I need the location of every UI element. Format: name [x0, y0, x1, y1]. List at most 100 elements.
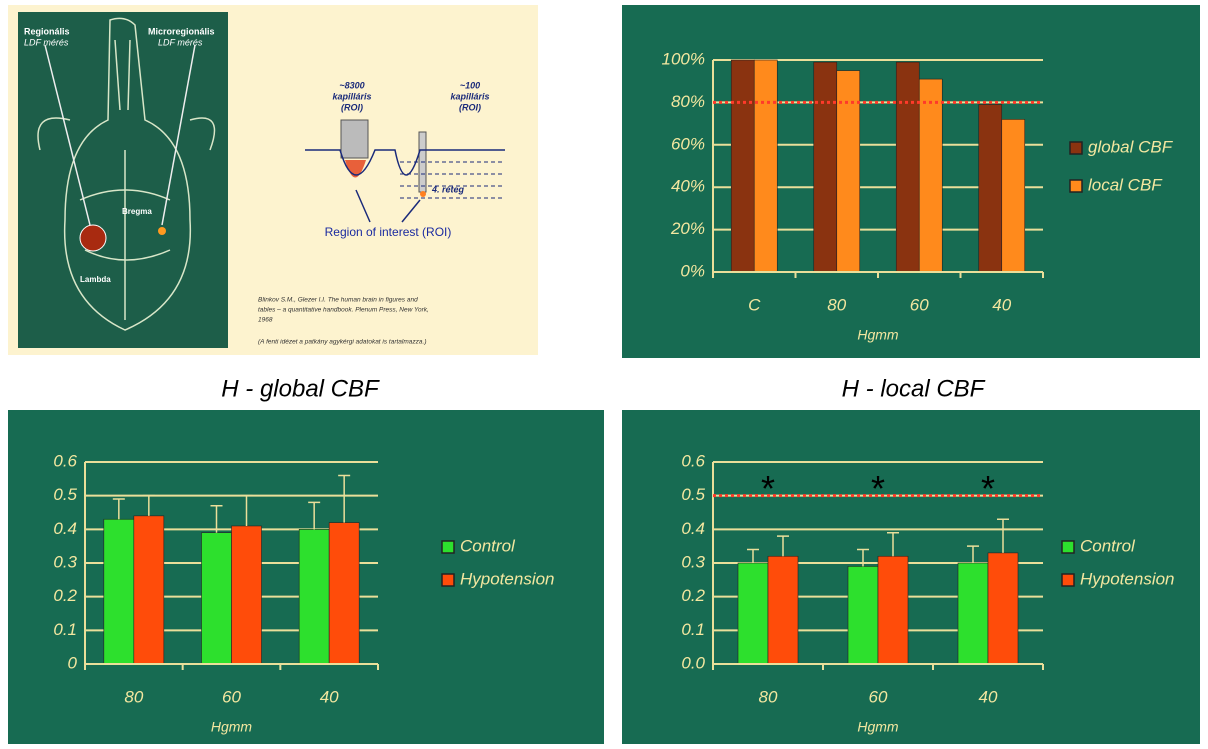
y-tick-label: 0.0: [681, 653, 705, 672]
bar: [767, 555, 799, 665]
error-bar: [142, 494, 155, 516]
citation-line: tables – a quantitative handbook. Plenum…: [258, 307, 429, 314]
label: kapilláris: [332, 91, 371, 101]
label: Microregionális: [148, 26, 215, 36]
citation-line: 1968: [258, 317, 273, 324]
y-tick-label: 0.2: [681, 586, 705, 605]
y-tick-label: 100%: [662, 49, 705, 68]
error-bar: [997, 518, 1009, 553]
error-bar: [967, 545, 979, 563]
layer-lines: [400, 161, 505, 199]
roi-small: [420, 191, 426, 197]
probe-big: [340, 119, 369, 159]
bar: [978, 104, 1003, 273]
annotation: *: [871, 468, 885, 509]
y-tick-label: 0.5: [681, 485, 705, 504]
skull-panel: [18, 12, 228, 348]
y-tick-label: 0.5: [53, 485, 77, 504]
citation-line: Blinkov S.M., Glezer I.I. The human brai…: [258, 297, 418, 304]
bar: [201, 532, 232, 665]
bar: [103, 518, 135, 665]
cortex-line: [305, 149, 505, 176]
bar: [918, 78, 943, 273]
bar: [231, 525, 262, 665]
legend-swatch: [1061, 573, 1075, 587]
citation-line: (A fenti idézet a patkány agykérgi adato…: [258, 339, 426, 346]
roi-label: Region of interest (ROI): [325, 225, 452, 239]
arrow: [355, 189, 371, 223]
x-axis-label: Hgmm: [857, 719, 899, 735]
x-tick-label: 60: [910, 295, 929, 314]
y-tick-label: 80%: [671, 92, 705, 111]
error-bar: [112, 498, 125, 520]
bar: [298, 529, 330, 665]
bar: [133, 515, 165, 665]
y-tick-label: 0.6: [53, 451, 77, 470]
skull-drawing: [37, 17, 216, 331]
legend-label: Control: [1080, 536, 1136, 555]
x-tick-label: 80: [124, 687, 143, 706]
y-tick-label: 60%: [671, 134, 705, 153]
label: ~100: [460, 80, 480, 90]
y-tick-label: 0.4: [681, 519, 705, 538]
annotation: *: [981, 468, 995, 509]
y-tick-label: 0.2: [53, 586, 77, 605]
legend-swatch: [1061, 540, 1075, 554]
legend-swatch: [441, 573, 455, 587]
legend-label: Hypotension: [460, 569, 555, 588]
x-tick-label: 40: [979, 687, 998, 706]
label: kapilláris: [450, 91, 489, 101]
bar: [987, 552, 1019, 665]
annotation: *: [761, 468, 775, 509]
y-tick-label: 0: [68, 653, 78, 672]
error-bar: [747, 548, 759, 563]
x-tick-label: C: [748, 295, 761, 314]
y-tick-label: 0%: [680, 261, 705, 280]
regional-spot: [79, 224, 107, 252]
error-bar: [308, 501, 321, 530]
x-tick-label: 40: [320, 687, 339, 706]
bar: [753, 59, 778, 273]
x-tick-label: 60: [222, 687, 241, 706]
error-bar: [210, 505, 223, 533]
pointer: [161, 44, 196, 226]
y-tick-label: 0.1: [681, 620, 705, 639]
label: LDF mérés: [24, 37, 69, 47]
label: (ROI): [341, 102, 363, 112]
label: LDF mérés: [158, 37, 203, 47]
legend-swatch: [1069, 179, 1083, 193]
bar: [895, 61, 920, 273]
bar: [737, 562, 769, 665]
arrow: [401, 199, 421, 223]
label: 4. réteg: [431, 184, 465, 194]
probe-labels: ~8300 kapilláris (ROI) ~100 kapilláris (…: [332, 80, 489, 194]
citation: Blinkov S.M., Glezer I.I. The human brai…: [258, 297, 429, 346]
bar: [328, 522, 360, 665]
bar: [813, 61, 838, 273]
roi-big: [345, 160, 366, 178]
bar: [730, 59, 755, 273]
legend-label: Control: [460, 536, 516, 555]
pointer: [44, 44, 91, 226]
chart-title: H - global CBF: [221, 375, 380, 402]
legend-label: local CBF: [1088, 175, 1163, 194]
bar: [1001, 119, 1026, 273]
x-tick-label: 40: [992, 295, 1011, 314]
bar: [836, 70, 861, 273]
error-bar: [777, 535, 789, 557]
x-tick-label: 80: [759, 687, 778, 706]
x-axis-label: Hgmm: [211, 719, 253, 735]
bar: [957, 562, 989, 665]
x-axis-label: Hgmm: [857, 327, 899, 343]
label: Bregma: [122, 207, 152, 216]
bar: [847, 566, 879, 665]
bar: [877, 555, 909, 665]
error-bar: [887, 531, 899, 557]
chart-panel: [622, 410, 1200, 744]
error-bar: [338, 474, 351, 523]
y-tick-label: 0.4: [53, 519, 77, 538]
y-tick-label: 0.1: [53, 620, 77, 639]
micro-spot: [158, 227, 166, 235]
error-bar: [240, 494, 253, 526]
